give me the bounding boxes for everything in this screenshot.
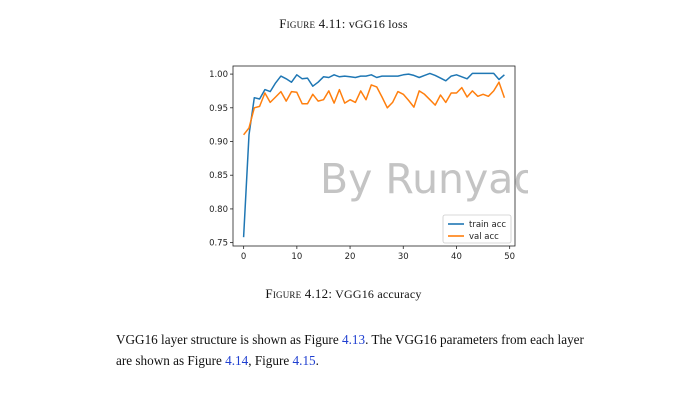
chart-lines — [242, 72, 506, 238]
caption-label: Figure 4.11: — [279, 16, 346, 31]
accuracy-chart: 0.75 0.80 0.85 0.90 0.95 1.00 0 10 20 30 40 50 By … — [209, 65, 528, 262]
x-tick-label: 20 — [345, 252, 356, 262]
figure-4-11-caption: Figure 4.11: vGG16 loss — [0, 16, 687, 32]
watermark-text: By Runyao — [320, 155, 528, 203]
y-tick-label: 0.80 — [209, 205, 228, 215]
y-tick-label: 1.00 — [209, 70, 228, 80]
legend-val-label: val acc — [469, 232, 499, 242]
y-tick-label: 0.90 — [209, 138, 228, 148]
x-tick-label: 10 — [291, 252, 302, 262]
paragraph-line-2: are shown as Figure 4.14, Figure 4.15. — [116, 350, 646, 371]
text-run: , Figure — [248, 353, 293, 368]
x-tick-label: 50 — [504, 252, 515, 262]
caption-label: Figure 4.12: — [265, 286, 333, 301]
y-tick-label: 0.95 — [209, 104, 228, 114]
legend-train-label: train acc — [469, 220, 506, 230]
train-acc-line — [242, 72, 505, 238]
figure-4-12-caption: Figure 4.12: VGG16 accuracy — [0, 286, 687, 302]
y-tick-label: 0.75 — [209, 239, 228, 249]
paragraph-line-1: VGG16 layer structure is shown as Figure… — [116, 329, 646, 350]
x-tick-label: 40 — [451, 252, 462, 262]
x-tick-label: 0 — [241, 252, 246, 262]
y-axis: 0.75 0.80 0.85 0.90 0.95 1.00 — [209, 70, 233, 249]
val-acc-line — [243, 81, 506, 136]
figure-4-14-link[interactable]: 4.14 — [225, 353, 249, 368]
x-tick-label: 30 — [398, 252, 409, 262]
y-tick-label: 0.85 — [209, 171, 228, 181]
caption-text: vGG16 loss — [345, 17, 408, 31]
legend: train acc val acc — [442, 214, 512, 244]
x-axis: 0 10 20 30 40 50 — [241, 246, 515, 262]
text-run: VGG16 layer structure is shown as Figure — [116, 332, 342, 347]
figure-4-13-link[interactable]: 4.13 — [341, 332, 366, 347]
text-run: . The VGG16 parameters from each layer — [365, 332, 584, 347]
caption-text: VGG16 accuracy — [332, 287, 422, 301]
figure-4-15-link[interactable]: 4.15 — [292, 353, 316, 368]
text-run: are shown as Figure — [116, 353, 226, 368]
text-run: . — [315, 353, 319, 368]
body-paragraph: VGG16 layer structure is shown as Figure… — [116, 329, 646, 371]
